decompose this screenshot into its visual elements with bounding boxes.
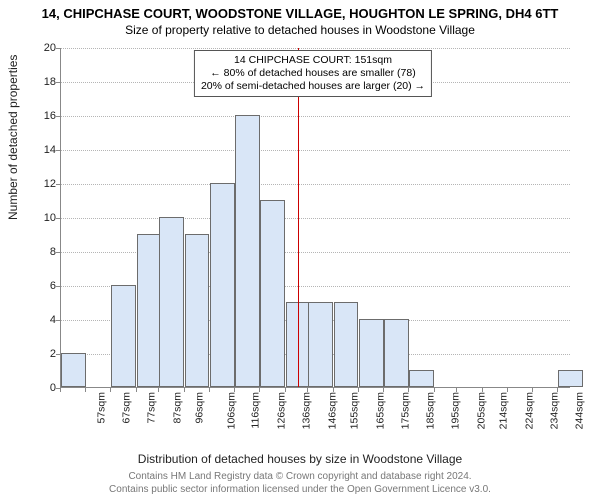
- histogram-bar: [185, 234, 210, 387]
- x-tick-mark: [60, 388, 61, 392]
- x-tick-mark: [110, 388, 111, 392]
- x-tick-mark: [482, 388, 483, 392]
- x-tick-mark: [358, 388, 359, 392]
- attribution: Contains HM Land Registry data © Crown c…: [0, 471, 600, 496]
- y-tick-mark: [56, 150, 60, 151]
- x-tick-mark: [408, 388, 409, 392]
- x-tick-mark: [434, 388, 435, 392]
- y-tick-label: 14: [32, 144, 56, 156]
- x-tick-label: 77sqm: [146, 392, 158, 424]
- histogram-chart: 14 CHIPCHASE COURT: 151sqm ← 80% of deta…: [48, 48, 578, 418]
- histogram-bar: [384, 319, 409, 387]
- x-axis-title: Distribution of detached houses by size …: [0, 452, 600, 466]
- y-tick-label: 6: [32, 280, 56, 292]
- y-tick-label: 16: [32, 110, 56, 122]
- x-tick-mark: [259, 388, 260, 392]
- x-tick-mark: [136, 388, 137, 392]
- x-tick-label: 146sqm: [326, 392, 338, 429]
- gridline: [61, 116, 570, 117]
- histogram-bar: [235, 115, 260, 387]
- x-tick-label: 116sqm: [250, 392, 262, 429]
- histogram-bar: [558, 370, 583, 387]
- x-tick-label: 244sqm: [573, 392, 585, 429]
- gridline: [61, 184, 570, 185]
- y-tick-mark: [56, 354, 60, 355]
- x-tick-mark: [532, 388, 533, 392]
- y-tick-label: 10: [32, 212, 56, 224]
- x-tick-label: 106sqm: [225, 392, 237, 429]
- x-tick-label: 67sqm: [121, 392, 133, 424]
- x-tick-mark: [209, 388, 210, 392]
- y-tick-mark: [56, 82, 60, 83]
- y-tick-mark: [56, 48, 60, 49]
- x-tick-label: 205sqm: [475, 392, 487, 429]
- x-tick-label: 214sqm: [498, 392, 510, 429]
- page-title: 14, CHIPCHASE COURT, WOODSTONE VILLAGE, …: [0, 0, 600, 21]
- histogram-bar: [334, 302, 359, 387]
- x-tick-label: 224sqm: [523, 392, 535, 429]
- y-tick-label: 12: [32, 178, 56, 190]
- histogram-bar: [137, 234, 162, 387]
- y-tick-mark: [56, 320, 60, 321]
- gridline: [61, 150, 570, 151]
- info-line-1: 14 CHIPCHASE COURT: 151sqm: [201, 54, 425, 67]
- chart-info-box: 14 CHIPCHASE COURT: 151sqm ← 80% of deta…: [194, 50, 432, 97]
- y-tick-label: 8: [32, 246, 56, 258]
- attribution-line-2: Contains public sector information licen…: [0, 484, 600, 497]
- x-tick-mark: [507, 388, 508, 392]
- y-tick-mark: [56, 116, 60, 117]
- y-tick-mark: [56, 218, 60, 219]
- page-subtitle: Size of property relative to detached ho…: [0, 21, 600, 41]
- y-tick-label: 18: [32, 76, 56, 88]
- x-tick-label: 96sqm: [194, 392, 206, 424]
- histogram-bar: [308, 302, 333, 387]
- reference-line: [298, 48, 299, 387]
- x-tick-mark: [307, 388, 308, 392]
- y-tick-label: 0: [32, 382, 56, 394]
- histogram-bar: [409, 370, 434, 387]
- x-tick-mark: [456, 388, 457, 392]
- x-tick-label: 195sqm: [450, 392, 462, 429]
- x-tick-mark: [234, 388, 235, 392]
- y-tick-mark: [56, 252, 60, 253]
- y-tick-label: 4: [32, 314, 56, 326]
- x-tick-label: 57sqm: [96, 392, 108, 424]
- x-tick-mark: [184, 388, 185, 392]
- histogram-bar: [159, 217, 184, 387]
- x-tick-label: 234sqm: [548, 392, 560, 429]
- x-tick-mark: [333, 388, 334, 392]
- x-tick-mark: [557, 388, 558, 392]
- x-tick-label: 155sqm: [349, 392, 361, 429]
- y-tick-label: 2: [32, 348, 56, 360]
- histogram-bar: [359, 319, 384, 387]
- info-line-3: 20% of semi-detached houses are larger (…: [201, 80, 425, 93]
- x-tick-mark: [158, 388, 159, 392]
- histogram-bar: [210, 183, 235, 387]
- histogram-bar: [260, 200, 285, 387]
- gridline: [61, 48, 570, 49]
- plot-area: [60, 48, 570, 388]
- y-tick-mark: [56, 286, 60, 287]
- x-tick-label: 126sqm: [276, 392, 288, 429]
- x-tick-mark: [383, 388, 384, 392]
- y-axis-title: Number of detached properties: [6, 55, 20, 220]
- x-tick-mark: [85, 388, 86, 392]
- histogram-bar: [61, 353, 86, 387]
- x-tick-mark: [285, 388, 286, 392]
- x-tick-label: 185sqm: [425, 392, 437, 429]
- y-tick-label: 20: [32, 42, 56, 54]
- info-line-2: ← 80% of detached houses are smaller (78…: [201, 67, 425, 80]
- histogram-bar: [111, 285, 136, 387]
- attribution-line-1: Contains HM Land Registry data © Crown c…: [0, 471, 600, 484]
- y-tick-mark: [56, 184, 60, 185]
- gridline: [61, 218, 570, 219]
- x-tick-label: 87sqm: [171, 392, 183, 424]
- x-tick-label: 136sqm: [301, 392, 313, 429]
- x-tick-label: 175sqm: [399, 392, 411, 429]
- x-tick-label: 165sqm: [374, 392, 386, 429]
